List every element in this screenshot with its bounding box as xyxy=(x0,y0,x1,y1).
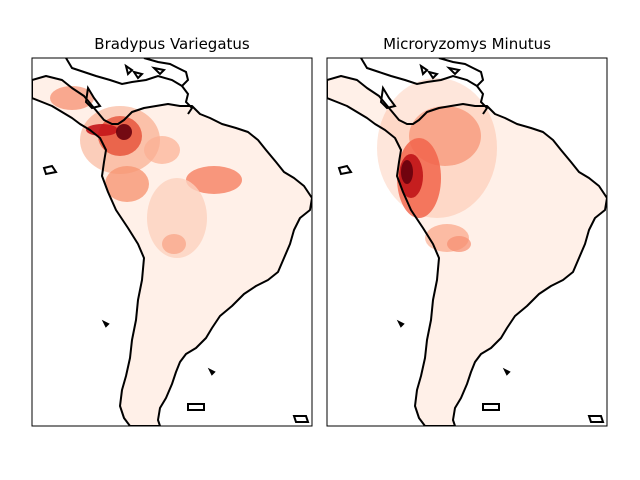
panel-title-left: Bradypus Variegatus xyxy=(94,35,250,53)
island-outline xyxy=(587,415,605,423)
density-blob xyxy=(401,160,413,184)
island-outline xyxy=(445,66,462,76)
panel-title-right: Microryzomys Minutus xyxy=(383,35,551,53)
islands-left xyxy=(42,58,310,423)
island-outline xyxy=(65,58,190,88)
island-outline xyxy=(101,319,110,328)
island-outline xyxy=(187,403,205,411)
map-panel-right: Microryzomys Minutus xyxy=(326,35,608,427)
density-blob xyxy=(50,86,94,110)
density-blob xyxy=(162,234,186,254)
island-outline xyxy=(337,164,353,176)
density-blob xyxy=(447,236,471,252)
density-layer-left xyxy=(50,86,242,258)
island-outline xyxy=(379,85,397,110)
island-outline xyxy=(207,367,216,376)
island-outline xyxy=(150,66,167,76)
density-blob xyxy=(147,178,207,258)
island-outline xyxy=(131,70,144,80)
density-layer-right xyxy=(377,78,497,252)
density-blob xyxy=(116,124,132,140)
density-blob xyxy=(144,136,180,164)
map-panel-left: Bradypus Variegatus xyxy=(31,35,313,427)
island-outline xyxy=(181,85,194,115)
map-area-right xyxy=(327,58,607,426)
island-outline xyxy=(419,63,429,76)
density-blob xyxy=(186,166,242,194)
island-outline xyxy=(476,85,489,115)
island-outline xyxy=(426,70,439,80)
island-outline xyxy=(292,415,310,423)
map-area-left xyxy=(32,58,312,426)
panel-frame-right xyxy=(326,57,608,427)
island-outline xyxy=(502,367,511,376)
island-outline xyxy=(84,85,102,110)
island-outline xyxy=(124,63,134,76)
islands-right xyxy=(337,58,605,423)
density-blob xyxy=(105,166,149,202)
panel-frame-left xyxy=(31,57,313,427)
island-outline xyxy=(482,403,500,411)
island-outline xyxy=(396,319,405,328)
island-outline xyxy=(360,58,485,88)
island-outline xyxy=(42,164,58,176)
